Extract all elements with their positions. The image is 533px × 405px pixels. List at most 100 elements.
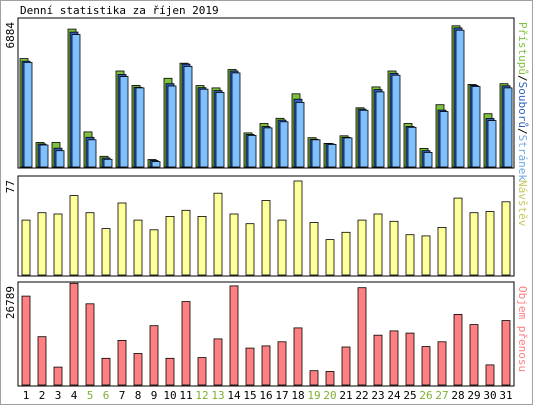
bar-visits-návštěv-2: [37, 212, 47, 276]
x-tick-label: 19: [307, 389, 320, 402]
panel-border: [17, 281, 515, 387]
bar-hits-stránek-1: [23, 62, 33, 168]
bar-hits-stránek-9: [151, 161, 161, 168]
bar-volume-objem-přenosu-23: [373, 334, 383, 386]
bar-volume-objem-přenosu-11: [181, 301, 191, 386]
panel-hits: 6884 Přístupů/Souborů/Stránek: [4, 17, 529, 181]
bar-hits-stránek-19: [311, 139, 321, 168]
bar-hits-stránek-11: [183, 66, 193, 168]
bar-volume-objem-přenosu-13: [213, 338, 223, 386]
legend-entry: /: [516, 128, 529, 135]
panel-legend: Přístupů/Souborů/Stránek: [516, 22, 529, 181]
bar-visits-návštěv-11: [181, 209, 191, 276]
bar-volume-objem-přenosu-26: [421, 346, 431, 386]
chart-title: Denní statistika za říjen 2019: [20, 4, 219, 17]
bar-hits-stránek-28: [455, 29, 465, 168]
legend-entry: Návštěv: [516, 180, 529, 227]
legend-entry: Objem přenosu: [516, 286, 529, 372]
bar-visits-návštěv-26: [421, 235, 431, 276]
bar-volume-objem-přenosu-19: [309, 370, 319, 386]
bar-volume-objem-přenosu-3: [53, 366, 63, 386]
bar-hits-stránek-24: [391, 74, 401, 168]
bar-visits-návštěv-18: [293, 180, 303, 276]
bar-visits-návštěv-10: [165, 215, 175, 276]
bar-volume-objem-přenosu-15: [245, 347, 255, 386]
bar-hits-stránek-29: [471, 86, 481, 168]
bar-visits-návštěv-3: [53, 213, 63, 276]
bar-hits-stránek-23: [375, 91, 385, 168]
bar-hits-stránek-5: [87, 139, 97, 168]
x-tick-label: 23: [371, 389, 384, 402]
bar-hits-stránek-3: [55, 150, 65, 168]
x-tick-label: 24: [387, 389, 401, 402]
bar-volume-objem-přenosu-27: [437, 341, 447, 386]
x-tick-label: 27: [435, 389, 448, 402]
panel-max-label: 77: [4, 180, 17, 193]
bar-volume-objem-přenosu-6: [101, 357, 111, 386]
bar-hits-stránek-12: [199, 88, 209, 168]
bar-volume-objem-přenosu-1: [21, 295, 31, 386]
bar-volume-objem-přenosu-12: [197, 357, 207, 386]
bar-volume-objem-přenosu-18: [293, 327, 303, 386]
x-tick-label: 18: [291, 389, 304, 402]
bar-visits-návštěv-22: [357, 219, 367, 276]
bar-visits-návštěv-4: [69, 195, 79, 276]
legend-entry: Souborů: [516, 82, 529, 128]
x-tick-label: 17: [275, 389, 288, 402]
x-tick-label: 31: [499, 389, 512, 402]
bar-hits-stránek-26: [423, 151, 433, 168]
bar-volume-objem-přenosu-31: [501, 320, 511, 386]
legend-entry: Stránek: [516, 135, 529, 182]
bar-hits-stránek-18: [295, 102, 305, 168]
x-tick-label: 28: [451, 389, 464, 402]
bar-hits-stránek-2: [39, 144, 49, 168]
bar-hits-stránek-10: [167, 85, 177, 168]
bar-visits-návštěv-13: [213, 192, 223, 276]
bar-volume-objem-přenosu-22: [357, 287, 367, 386]
x-tick-label: 8: [135, 389, 142, 402]
bar-visits-návštěv-14: [229, 213, 239, 276]
panel-legend: Návštěv: [516, 180, 529, 227]
panel-volume: 26789 Objem přenosu: [4, 281, 529, 387]
bar-hits-stránek-14: [231, 72, 241, 168]
bar-volume-objem-přenosu-25: [405, 332, 415, 386]
bar-visits-návštěv-24: [389, 220, 399, 276]
bar-volume-objem-přenosu-30: [485, 364, 495, 386]
panel-legend: Objem přenosu: [516, 286, 529, 372]
bar-visits-návštěv-8: [133, 219, 143, 276]
bar-visits-návštěv-30: [485, 211, 495, 276]
bar-hits-stránek-17: [279, 121, 289, 168]
bar-visits-návštěv-21: [341, 231, 351, 276]
bar-volume-objem-přenosu-16: [261, 345, 271, 386]
bar-volume-objem-přenosu-10: [165, 357, 175, 386]
bar-volume-objem-přenosu-5: [85, 303, 95, 386]
x-tick-label: 26: [419, 389, 432, 402]
x-tick-label: 6: [103, 389, 110, 402]
x-tick-label: 20: [323, 389, 336, 402]
x-tick-label: 5: [87, 389, 94, 402]
x-tick-label: 13: [211, 389, 224, 402]
panel-visits: 77 Návštěv: [4, 175, 529, 277]
bar-hits-stránek-15: [247, 134, 257, 168]
bar-visits-návštěv-23: [373, 213, 383, 276]
x-tick-label: 1: [23, 389, 30, 402]
bar-visits-návštěv-31: [501, 201, 511, 276]
x-tick-label: 7: [119, 389, 126, 402]
bar-visits-návštěv-7: [117, 202, 127, 276]
bar-visits-návštěv-9: [149, 229, 159, 276]
bar-hits-stránek-4: [71, 34, 81, 168]
bar-visits-návštěv-15: [245, 223, 255, 276]
bar-volume-objem-přenosu-8: [133, 353, 143, 386]
bar-visits-návštěv-29: [469, 212, 479, 276]
bar-volume-objem-přenosu-24: [389, 330, 399, 386]
legend-entry: /: [516, 75, 529, 82]
bar-hits-stránek-31: [503, 87, 513, 168]
panel-max-label: 6884: [4, 22, 17, 49]
panel-border: [17, 175, 515, 277]
x-tick-label: 25: [403, 389, 416, 402]
x-tick-label: 4: [71, 389, 78, 402]
bar-visits-návštěv-20: [325, 239, 335, 276]
bar-visits-návštěv-17: [277, 219, 287, 276]
bar-volume-objem-přenosu-20: [325, 371, 335, 386]
